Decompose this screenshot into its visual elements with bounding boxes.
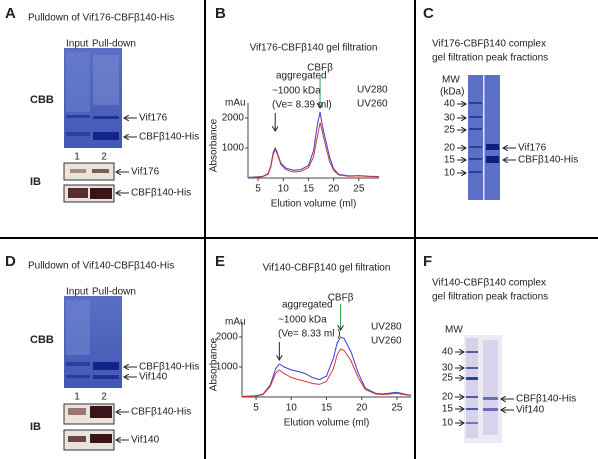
x-tick-label: 10 bbox=[286, 403, 298, 414]
blot-label: IB bbox=[30, 176, 41, 188]
gel-image bbox=[63, 48, 122, 203]
peak-label: CBFβ bbox=[328, 293, 354, 304]
y-tick-label: 1000 bbox=[216, 362, 239, 373]
panel-label: B bbox=[215, 5, 226, 22]
mw-label: MW bbox=[442, 75, 460, 86]
marker-label: 25 bbox=[442, 373, 454, 384]
blot-label: IB bbox=[30, 421, 41, 433]
panel-title: gel filtration peak fractions bbox=[432, 53, 548, 64]
lane-number: 1 bbox=[74, 152, 80, 163]
curve bbox=[247, 111, 380, 178]
marker-label: 15 bbox=[444, 155, 456, 166]
lane-header: Pull-down bbox=[92, 287, 136, 298]
panel-label: A bbox=[5, 5, 16, 22]
band-label: CBFβ140-His bbox=[518, 155, 578, 166]
gel-image bbox=[468, 75, 500, 200]
gel-image bbox=[63, 296, 122, 451]
band-label: CBFβ140-His bbox=[131, 188, 191, 199]
x-tick-label: 15 bbox=[303, 184, 315, 195]
lane-header: Pull-down bbox=[92, 39, 136, 50]
x-tick-label: 20 bbox=[328, 184, 340, 195]
x-tick-label: 10 bbox=[278, 184, 290, 195]
curve bbox=[247, 122, 380, 179]
band-label: Vif140 bbox=[131, 435, 160, 446]
annotation: ~1000 kDa bbox=[278, 315, 327, 326]
y-unit: mAu bbox=[225, 317, 246, 328]
band-label: Vif176 bbox=[518, 143, 547, 154]
marker-label: 25 bbox=[444, 125, 456, 136]
panel-label: C bbox=[423, 5, 434, 22]
panel-title: Pulldown of Vif140-CBFβ140-His bbox=[28, 261, 174, 272]
lane-header: Input bbox=[66, 39, 88, 50]
lane-number: 2 bbox=[101, 392, 107, 403]
gel-image bbox=[464, 335, 502, 443]
legend-entry: UV260 bbox=[371, 336, 402, 347]
marker-label: 30 bbox=[442, 363, 454, 374]
annotation: aggregated bbox=[282, 300, 333, 311]
band-label: CBFβ140-His bbox=[139, 132, 199, 143]
peak-label: CBFβ bbox=[307, 63, 333, 74]
legend-entry: UV280 bbox=[371, 322, 402, 333]
curve bbox=[241, 336, 412, 397]
y-tick-label: 1000 bbox=[222, 143, 245, 154]
panel-label: E bbox=[215, 253, 225, 270]
annotation: ~1000 kDa bbox=[272, 86, 321, 97]
chart-title: Vif140-CBFβ140 gel filtration bbox=[263, 263, 391, 274]
legend-entry: UV260 bbox=[357, 99, 388, 110]
y-tick-label: 2000 bbox=[222, 113, 245, 124]
y-axis-title: Absorbance bbox=[209, 337, 220, 391]
lane-number: 2 bbox=[101, 152, 107, 163]
panel-title: Vif176-CBFβ140 complex bbox=[432, 39, 546, 50]
lane-header: Input bbox=[66, 287, 88, 298]
chart-title: Vif176-CBFβ140 gel filtration bbox=[250, 43, 378, 54]
band-label: Vif140 bbox=[516, 405, 545, 416]
panel-label: F bbox=[423, 253, 432, 270]
y-axis-title: Absorbance bbox=[209, 118, 220, 172]
band-label: CBFβ140-His bbox=[516, 394, 576, 405]
band-label: Vif176 bbox=[131, 167, 160, 178]
stain-label: CBB bbox=[30, 94, 54, 106]
marker-label: 40 bbox=[444, 99, 456, 110]
band-label: CBFβ140-His bbox=[139, 362, 199, 373]
annotation: aggregated bbox=[276, 71, 327, 82]
lane-number: 1 bbox=[74, 392, 80, 403]
panel-title: Pulldown of Vif176-CBFβ140-His bbox=[28, 13, 174, 24]
x-tick-label: 5 bbox=[255, 184, 261, 195]
panel-label: D bbox=[5, 253, 16, 270]
band-label: CBFβ140-His bbox=[131, 407, 191, 418]
marker-label: 20 bbox=[442, 392, 454, 403]
annotation: (Ve= 8.33 ml ) bbox=[278, 329, 341, 340]
y-unit: mAu bbox=[225, 98, 246, 109]
x-tick-label: 25 bbox=[391, 403, 403, 414]
stain-label: CBB bbox=[30, 334, 54, 346]
panel-title: Vif140-CBFβ140 complex bbox=[432, 278, 546, 289]
marker-label: 15 bbox=[442, 404, 454, 415]
x-axis-title: Elution volume (ml) bbox=[284, 418, 370, 429]
curve bbox=[241, 348, 412, 398]
x-tick-label: 15 bbox=[321, 403, 333, 414]
marker-label: 20 bbox=[444, 143, 456, 154]
x-tick-label: 25 bbox=[353, 184, 365, 195]
mw-label: (kDa) bbox=[440, 87, 464, 98]
panel-title: gel filtration peak fractions bbox=[432, 292, 548, 303]
mw-label: MW bbox=[445, 325, 463, 336]
annotation: (Ve= 8.39 ml) bbox=[272, 100, 332, 111]
marker-label: 30 bbox=[444, 113, 456, 124]
marker-label: 10 bbox=[442, 418, 454, 429]
marker-label: 10 bbox=[444, 168, 456, 179]
legend-entry: UV280 bbox=[357, 85, 388, 96]
band-label: Vif176 bbox=[139, 113, 168, 124]
x-axis-title: Elution volume (ml) bbox=[271, 199, 357, 210]
x-tick-label: 20 bbox=[356, 403, 368, 414]
y-tick-label: 2000 bbox=[216, 332, 239, 343]
marker-label: 40 bbox=[442, 347, 454, 358]
x-tick-label: 5 bbox=[253, 403, 259, 414]
band-label: Vif140 bbox=[139, 372, 168, 383]
